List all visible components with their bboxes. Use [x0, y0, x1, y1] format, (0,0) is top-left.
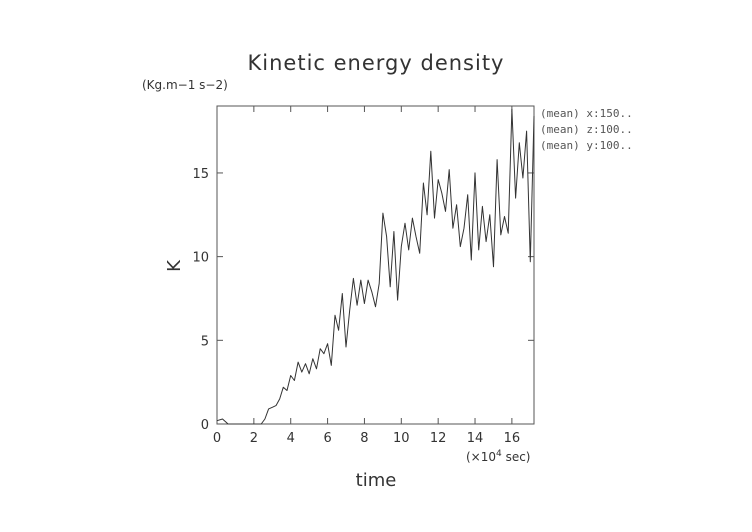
x-tick-label: 14: [467, 431, 484, 446]
x-unit-label: (×104 sec): [466, 449, 530, 464]
x-tick-label: 0: [213, 431, 221, 446]
series-line: [216, 108, 535, 425]
annotation: (mean) y:100..: [540, 139, 633, 152]
x-tick-label: 12: [430, 431, 447, 446]
y-tick-label: 15: [192, 167, 209, 182]
y-units-label: (Kg.m−1 s−2): [142, 78, 228, 92]
x-tick-label: 10: [393, 431, 410, 446]
y-axis-label: K: [164, 259, 185, 272]
annotation: (mean) z:100..: [540, 123, 633, 136]
y-tick-label: 0: [201, 418, 209, 433]
x-axis: 0 2 4 6 8 10 12 14 16: [213, 106, 520, 446]
x-tick-label: 6: [323, 431, 331, 446]
x-tick-label: 4: [287, 431, 295, 446]
y-axis: 0 5 10 15: [192, 167, 534, 433]
y-tick-label: 5: [201, 334, 209, 349]
x-tick-label: 8: [360, 431, 368, 446]
annotation: (mean) x:150..: [540, 107, 633, 120]
x-axis-label: time: [356, 470, 397, 491]
plot-frame: [216, 105, 535, 425]
annotations: (mean) x:150.. (mean) z:100.. (mean) y:100…: [540, 107, 633, 152]
series-layer: [216, 108, 535, 425]
y-tick-label: 10: [192, 251, 209, 266]
x-tick-label: 2: [250, 431, 258, 446]
chart-title: Kinetic energy density: [248, 51, 505, 75]
x-tick-label: 16: [504, 431, 521, 446]
